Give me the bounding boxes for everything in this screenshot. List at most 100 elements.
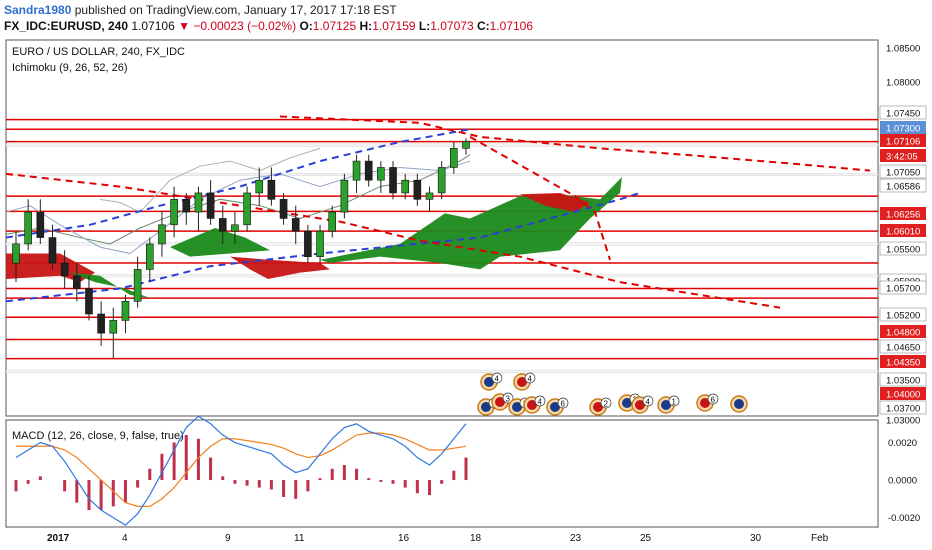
ichimoku-cloud-bull-1 bbox=[70, 272, 150, 299]
event-flag-inner-8 bbox=[622, 398, 632, 408]
macd-hist-bar-25 bbox=[318, 478, 322, 481]
candle-27 bbox=[340, 173, 349, 219]
event-flag-inner-0 bbox=[484, 377, 494, 387]
candle-9 bbox=[121, 294, 130, 334]
macd-hist-bar-1 bbox=[26, 480, 30, 484]
macd-hist-bar-7 bbox=[99, 480, 103, 511]
low-value: 1.07073 bbox=[430, 19, 474, 33]
price-tick-18: 1.04000 bbox=[886, 390, 920, 401]
price-tick-17: 1.03500 bbox=[886, 376, 920, 387]
high-label: H: bbox=[359, 19, 373, 33]
event-flag-inner-1 bbox=[517, 377, 527, 387]
macd-hist-bar-13 bbox=[172, 442, 176, 481]
high-value: 1.07159 bbox=[372, 19, 416, 33]
event-count-9: 4 bbox=[646, 398, 651, 407]
price-tick-20: 1.03000 bbox=[886, 416, 920, 427]
symbol-label: FX_IDC:EURUSD, 240 bbox=[4, 19, 129, 33]
macd-hist-bar-12 bbox=[160, 453, 164, 481]
time-label-8: 30 bbox=[750, 533, 762, 544]
macd-hist-bar-20 bbox=[257, 480, 261, 488]
event-badge-1 bbox=[524, 372, 536, 384]
macd-hist-bar-4 bbox=[63, 480, 67, 492]
macd-hist-bar-5 bbox=[75, 480, 79, 503]
price-tag-bg-14 bbox=[880, 325, 926, 338]
trend-line-red-upper bbox=[279, 115, 871, 172]
macd-hist-bar-19 bbox=[245, 480, 249, 486]
low-label: L: bbox=[418, 19, 431, 33]
candle-22 bbox=[279, 192, 288, 225]
macd-hist-bar-16 bbox=[209, 457, 213, 481]
price-tag-bg-4 bbox=[880, 134, 926, 147]
event-badge-7 bbox=[600, 397, 612, 409]
ichimoku-cloud-bull-2 bbox=[170, 228, 270, 257]
price-tag-bg-19 bbox=[879, 400, 927, 415]
event-flag-inner-9 bbox=[635, 400, 645, 410]
event-badge-3 bbox=[502, 392, 514, 404]
macd-hist-bar-11 bbox=[148, 468, 152, 481]
candle-29 bbox=[364, 154, 373, 187]
candle-30 bbox=[377, 161, 385, 193]
candle-3 bbox=[48, 224, 57, 270]
macd-hist-bar-24 bbox=[306, 480, 310, 492]
macd-hist-bar-32 bbox=[403, 480, 407, 488]
event-count-7: 2 bbox=[604, 400, 609, 409]
event-badge-10 bbox=[668, 395, 680, 407]
time-label-7: 25 bbox=[640, 533, 652, 544]
candle-5 bbox=[73, 263, 81, 302]
macd-hist-bar-35 bbox=[440, 480, 444, 484]
macd-hist-bar-37 bbox=[464, 457, 468, 481]
price-change: −0.00023 (−0.02%) bbox=[193, 19, 297, 33]
macd-hist-bar-9 bbox=[123, 480, 127, 503]
price-tag-bg-15 bbox=[879, 339, 927, 354]
event-badge-6 bbox=[557, 397, 569, 409]
trend-line-blue-upper bbox=[5, 128, 471, 239]
price-tag-bg-12 bbox=[879, 280, 927, 295]
candle-10 bbox=[133, 256, 142, 308]
macd-hist-bar-0 bbox=[14, 480, 18, 492]
price-tag-bg-17 bbox=[879, 372, 927, 387]
time-label-0: 2017 bbox=[47, 533, 70, 544]
macd-hist-bar-33 bbox=[415, 480, 419, 494]
macd-tick-2: -0.0020 bbox=[888, 513, 920, 524]
author-name[interactable]: Sandra1980 bbox=[4, 3, 72, 17]
event-flag-inner-10 bbox=[661, 400, 671, 410]
ichimoku-chikou bbox=[99, 147, 321, 213]
event-count-5: 4 bbox=[538, 398, 543, 407]
price-tick-14: 1.04800 bbox=[886, 328, 920, 339]
ichimoku-cloud-bear-3 bbox=[520, 192, 590, 213]
candle-28 bbox=[352, 154, 361, 193]
macd-hist-bar-30 bbox=[379, 480, 383, 482]
ichimoku-cloud-bear-1 bbox=[6, 253, 95, 283]
candle-14 bbox=[182, 192, 191, 225]
price-tag-bg-16 bbox=[880, 355, 926, 368]
main-pane-title: EURO / US DOLLAR, 240, FX_IDC bbox=[12, 46, 185, 58]
event-count-0: 4 bbox=[495, 375, 500, 384]
event-badge-0 bbox=[491, 372, 503, 384]
price-tick-16: 1.04350 bbox=[886, 358, 920, 369]
time-label-2: 9 bbox=[225, 533, 231, 544]
macd-hist-bar-6 bbox=[87, 480, 91, 511]
event-flag-inner-12 bbox=[734, 399, 744, 409]
event-flag-inner-11 bbox=[700, 398, 710, 408]
price-tag-bg-8 bbox=[880, 207, 926, 220]
candle-11 bbox=[145, 237, 154, 283]
projection-red-line bbox=[469, 135, 611, 261]
candle-2 bbox=[36, 199, 45, 244]
event-flag-inner-7 bbox=[593, 402, 603, 412]
candle-0 bbox=[12, 231, 20, 283]
price-tick-3: 1.07300 bbox=[886, 124, 920, 135]
close-label: C: bbox=[476, 19, 490, 33]
macd-hist-bar-31 bbox=[391, 480, 395, 484]
price-tick-8: 1.06256 bbox=[886, 210, 920, 221]
publish-info: Sandra1980 published on TradingView.com,… bbox=[4, 3, 397, 17]
price-tag-bg-2 bbox=[879, 105, 927, 120]
event-count-6: 6 bbox=[561, 400, 566, 409]
time-label-3: 11 bbox=[294, 533, 305, 544]
trend-line-red-lower bbox=[5, 172, 781, 309]
price-tag-bg-7 bbox=[879, 178, 927, 193]
publish-text: published on TradingView.com, January 17… bbox=[74, 3, 397, 17]
candle-1 bbox=[24, 199, 32, 251]
macd-hist-bar-29 bbox=[367, 478, 371, 481]
price-tag-bg-3 bbox=[880, 121, 926, 134]
